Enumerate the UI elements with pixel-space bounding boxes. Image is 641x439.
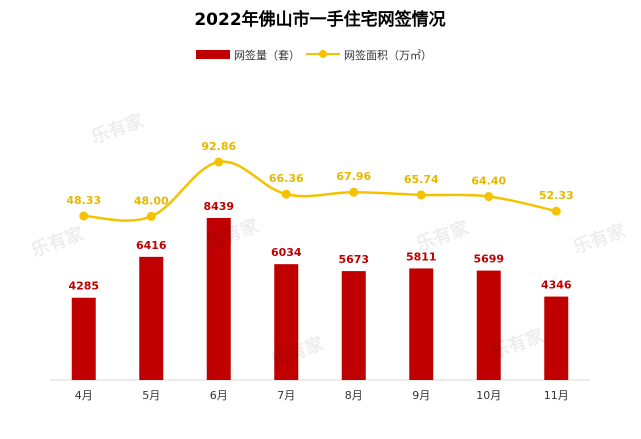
- bar: [409, 268, 434, 380]
- bar: [341, 271, 366, 380]
- line-data-label: 52.33: [539, 189, 574, 202]
- bar-data-label: 6416: [136, 239, 167, 252]
- x-tick-labels: 4月 5月 6月 7月 8月 9月 10月 11月: [75, 389, 569, 402]
- line-data-label: 92.86: [201, 140, 236, 153]
- bar: [139, 256, 164, 380]
- bar-data-label: 6034: [271, 246, 302, 259]
- line-points: [79, 157, 561, 221]
- x-tick-label: 11月: [544, 389, 569, 402]
- bar-data-label: 5811: [406, 250, 437, 263]
- x-tick-label: 4月: [75, 389, 93, 402]
- legend: 网签量（套） 网签面积（万㎡）: [196, 48, 432, 62]
- chart-title: 2022年佛山市一手住宅网签情况: [194, 9, 445, 30]
- line-point: [349, 187, 359, 197]
- line-point: [79, 211, 89, 221]
- bar-labels: 4285 6416 8439 6034 5673 5811 5699 4346: [68, 200, 571, 293]
- legend-line-marker: [319, 50, 327, 58]
- x-tick-label: 5月: [142, 389, 160, 402]
- line-point: [214, 157, 224, 167]
- bar: [71, 297, 96, 380]
- bar: [476, 270, 501, 380]
- line-point: [416, 190, 426, 200]
- bar-series: [71, 218, 569, 380]
- line-data-label: 65.74: [404, 173, 439, 186]
- line-data-label: 48.33: [66, 194, 101, 207]
- line-point: [484, 192, 494, 202]
- line-point: [146, 211, 156, 221]
- line-data-label: 66.36: [269, 172, 304, 185]
- legend-bar-swatch: [196, 50, 230, 59]
- x-tick-label: 8月: [345, 389, 363, 402]
- legend-line-label: 网签面积（万㎡）: [344, 48, 432, 62]
- legend-bar-label: 网签量（套）: [234, 48, 300, 62]
- bar-data-label: 8439: [203, 200, 234, 213]
- bar-data-label: 4346: [541, 279, 572, 292]
- bar-data-label: 5673: [338, 253, 369, 266]
- bar: [544, 296, 569, 380]
- bar: [206, 218, 231, 380]
- line-data-label: 64.40: [471, 175, 506, 188]
- bar-data-label: 5699: [473, 253, 504, 266]
- x-tick-label: 7月: [277, 389, 295, 402]
- bar: [274, 264, 299, 380]
- x-tick-label: 6月: [210, 389, 228, 402]
- x-tick-label: 10月: [476, 389, 501, 402]
- line-point: [281, 189, 291, 199]
- bar-data-label: 4285: [68, 280, 99, 293]
- line-labels: 48.33 48.00 92.86 66.36 67.96 65.74 64.40 52.33: [66, 140, 573, 207]
- x-tick-label: 9月: [412, 389, 430, 402]
- line-series: [83, 160, 557, 222]
- line-point: [551, 206, 561, 216]
- line-data-label: 67.96: [336, 170, 371, 183]
- line-data-label: 48.00: [134, 194, 169, 207]
